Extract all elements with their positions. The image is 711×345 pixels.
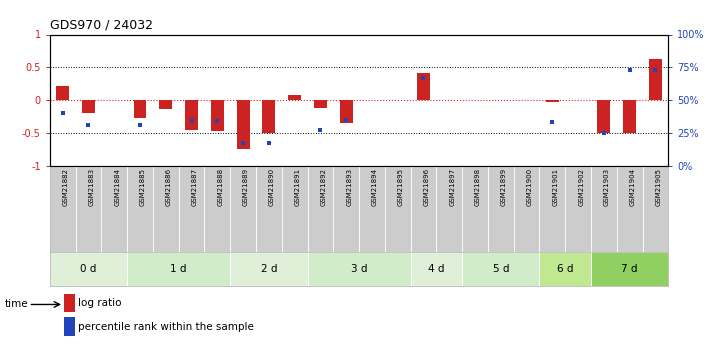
Bar [411, 252, 462, 286]
Text: 7 d: 7 d [621, 264, 638, 274]
Text: time: time [5, 299, 28, 309]
Bar [591, 252, 668, 286]
Bar [546, 100, 559, 102]
Text: GSM21887: GSM21887 [191, 168, 198, 206]
Text: log ratio: log ratio [78, 298, 122, 308]
Text: GSM21895: GSM21895 [397, 168, 404, 206]
Bar [230, 252, 307, 286]
Bar [462, 166, 540, 252]
Bar [230, 166, 307, 252]
Text: GSM21901: GSM21901 [552, 168, 558, 206]
Bar [591, 166, 668, 252]
Text: GSM21905: GSM21905 [656, 168, 661, 206]
Bar [624, 100, 636, 133]
Text: GSM21882: GSM21882 [63, 168, 69, 206]
Text: 0 d: 0 d [80, 264, 97, 274]
Text: GSM21883: GSM21883 [88, 168, 95, 206]
Bar [314, 100, 327, 108]
Bar [64, 294, 75, 312]
Bar [540, 166, 591, 252]
Bar [56, 86, 69, 100]
Bar [237, 100, 250, 149]
Text: GSM21899: GSM21899 [501, 168, 507, 206]
Text: GSM21900: GSM21900 [527, 168, 533, 206]
Bar [307, 166, 410, 252]
Bar [50, 166, 127, 252]
Text: GSM21903: GSM21903 [604, 168, 610, 206]
Text: GSM21886: GSM21886 [166, 168, 172, 206]
Text: GSM21896: GSM21896 [424, 168, 429, 206]
Bar [540, 252, 591, 286]
Text: GSM21888: GSM21888 [218, 168, 223, 206]
Text: GSM21891: GSM21891 [294, 168, 301, 206]
Bar [211, 100, 224, 131]
Text: GSM21884: GSM21884 [114, 168, 120, 206]
Bar [288, 96, 301, 100]
Bar [411, 166, 462, 252]
Text: percentile rank within the sample: percentile rank within the sample [78, 322, 254, 332]
Bar [185, 100, 198, 130]
Text: GSM21890: GSM21890 [269, 168, 275, 206]
Bar [597, 100, 610, 133]
Bar [134, 100, 146, 118]
Bar [649, 59, 662, 100]
Text: GSM21894: GSM21894 [372, 168, 378, 206]
Text: GDS970 / 24032: GDS970 / 24032 [50, 19, 153, 32]
Bar [127, 252, 230, 286]
Bar [462, 252, 540, 286]
Text: 5 d: 5 d [493, 264, 509, 274]
Text: GSM21898: GSM21898 [475, 168, 481, 206]
Text: 1 d: 1 d [171, 264, 187, 274]
Bar [159, 100, 172, 109]
Text: 4 d: 4 d [428, 264, 444, 274]
Text: 2 d: 2 d [261, 264, 277, 274]
Bar [50, 252, 127, 286]
Text: GSM21902: GSM21902 [578, 168, 584, 206]
Bar [307, 252, 410, 286]
Bar [82, 100, 95, 113]
Bar [127, 166, 230, 252]
Bar [340, 100, 353, 123]
Text: GSM21897: GSM21897 [449, 168, 455, 206]
Text: GSM21885: GSM21885 [140, 168, 146, 206]
Text: 3 d: 3 d [351, 264, 368, 274]
Text: GSM21892: GSM21892 [321, 168, 326, 206]
Bar [262, 100, 275, 133]
Text: GSM21889: GSM21889 [243, 168, 249, 206]
Text: GSM21893: GSM21893 [346, 168, 352, 206]
Text: 6 d: 6 d [557, 264, 574, 274]
Bar [417, 72, 430, 100]
Text: GSM21904: GSM21904 [630, 168, 636, 206]
Bar [64, 317, 75, 335]
